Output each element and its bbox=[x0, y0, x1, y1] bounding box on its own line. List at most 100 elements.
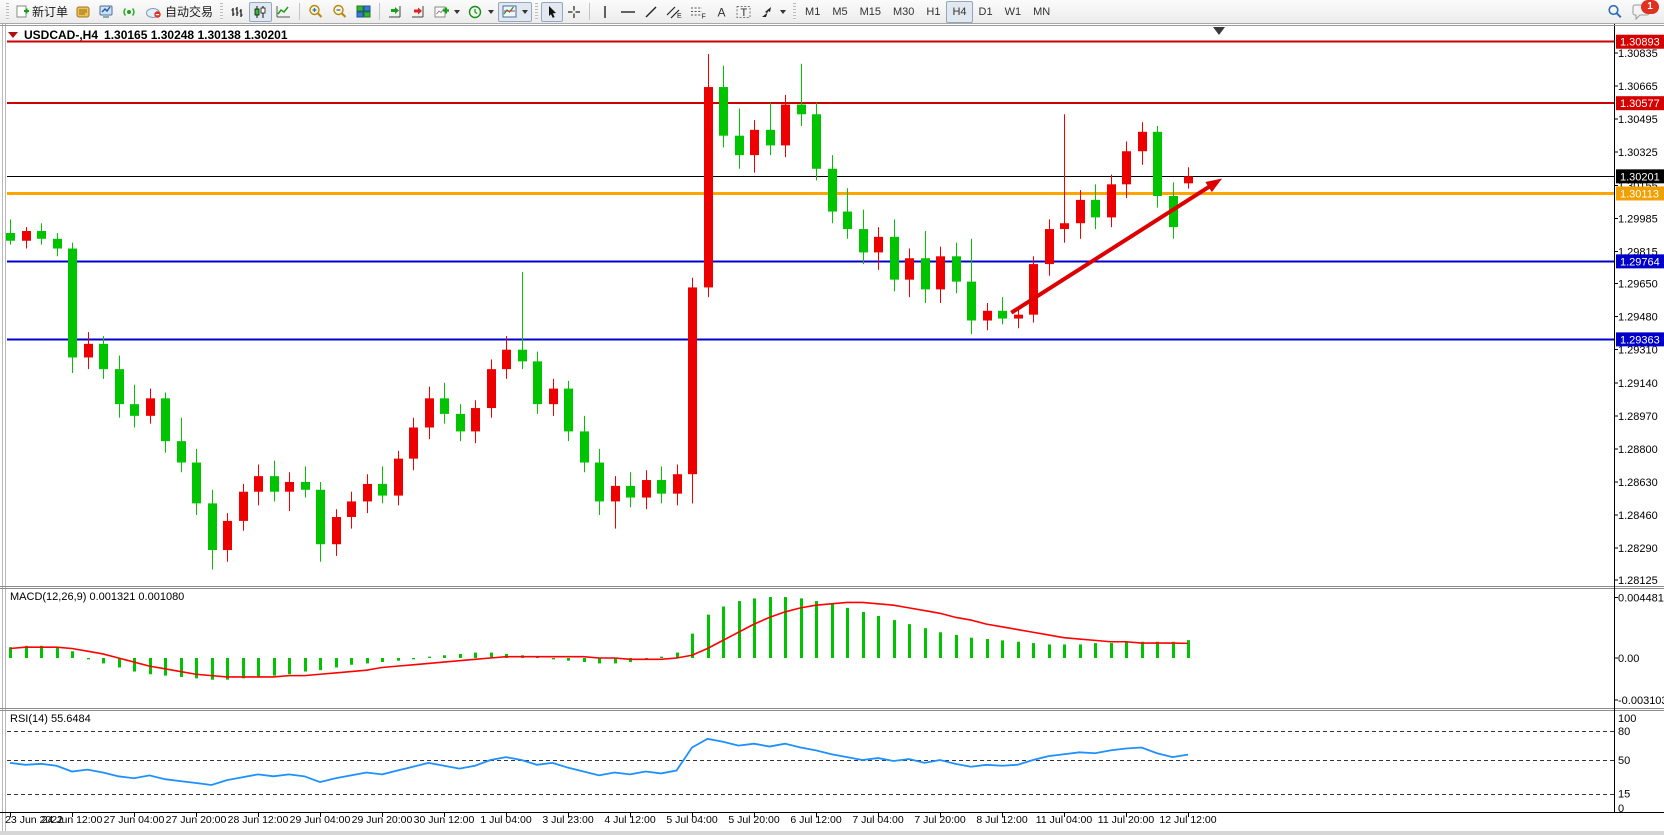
autoscroll-button[interactable] bbox=[384, 2, 407, 22]
timeframe-button-w1[interactable]: W1 bbox=[1004, 5, 1022, 18]
trend-arrow-head[interactable] bbox=[1205, 178, 1223, 193]
chart-shift-button[interactable] bbox=[407, 2, 430, 22]
arrows-tool-button[interactable] bbox=[756, 2, 790, 22]
date-label: 11 Jul 04:00 bbox=[1036, 814, 1093, 826]
toolbar-separator bbox=[299, 3, 301, 20]
candle-body bbox=[688, 287, 697, 475]
fibonacci-tool-button[interactable]: F bbox=[686, 2, 710, 22]
tile-windows-icon bbox=[356, 5, 371, 17]
vertical-line-tool-button[interactable] bbox=[594, 2, 616, 22]
candle-body bbox=[425, 398, 434, 428]
candle-body bbox=[332, 517, 341, 545]
candle-body bbox=[363, 483, 372, 502]
candle-body bbox=[84, 343, 93, 358]
candle-body bbox=[1153, 131, 1162, 196]
candle-body bbox=[1045, 229, 1054, 265]
signals-button[interactable] bbox=[118, 2, 141, 22]
date-label: 5 Jul 04:00 bbox=[666, 814, 718, 826]
svg-text:A: A bbox=[717, 5, 725, 19]
candle-body bbox=[564, 388, 573, 432]
new-order-button[interactable]: 新订单 bbox=[12, 2, 72, 22]
market-watch-button[interactable] bbox=[72, 2, 95, 22]
candle-body bbox=[223, 520, 232, 551]
bar-chart-mode-button[interactable] bbox=[226, 2, 249, 22]
rsi-pane-label: RSI(14) 55.6484 bbox=[10, 713, 91, 725]
candle-body bbox=[1184, 176, 1193, 184]
price-box-label: 1.30201 bbox=[1620, 171, 1660, 183]
timeframe-button-m1[interactable]: M1 bbox=[805, 5, 821, 18]
indicators-button[interactable] bbox=[430, 2, 464, 22]
macd-tick-label: 0.00 bbox=[1618, 653, 1639, 665]
timeframe-button-m30[interactable]: M30 bbox=[893, 5, 915, 18]
cursor-tool-button[interactable] bbox=[541, 1, 564, 22]
price-tick-label: 1.29310 bbox=[1618, 345, 1658, 357]
text-label-tool-button[interactable]: T bbox=[732, 2, 756, 22]
price-box bbox=[1616, 96, 1664, 111]
tile-windows-button[interactable] bbox=[352, 2, 375, 22]
trend-arrow-line[interactable] bbox=[1010, 183, 1214, 315]
candle-body bbox=[843, 211, 852, 230]
candle-body bbox=[1122, 151, 1131, 185]
candle-body bbox=[394, 458, 403, 496]
date-label: 30 Jun 12:00 bbox=[414, 814, 475, 826]
line-chart-mode-button[interactable] bbox=[272, 2, 295, 22]
text-icon: A bbox=[717, 5, 725, 19]
crosshair-tool-button[interactable] bbox=[563, 2, 585, 22]
candle-body bbox=[735, 135, 744, 156]
arrows-dropdown-caret bbox=[780, 9, 787, 14]
zoom-in-button[interactable] bbox=[304, 2, 328, 22]
candle-body bbox=[285, 481, 294, 492]
equidistant-channel-tool-button[interactable]: E bbox=[662, 2, 686, 22]
candle-body bbox=[177, 441, 186, 463]
text-tool-button[interactable]: A bbox=[710, 2, 732, 22]
candlestick-mode-button[interactable] bbox=[249, 1, 273, 22]
price-tick-label: 1.29815 bbox=[1618, 246, 1658, 258]
fibonacci-icon: F bbox=[691, 7, 706, 19]
svg-text:T: T bbox=[741, 7, 748, 19]
text-label-icon: T bbox=[736, 5, 751, 19]
candle-body bbox=[1138, 131, 1147, 152]
date-label: 12 Jul 12:00 bbox=[1159, 814, 1216, 826]
timeframe-button-d1[interactable]: D1 bbox=[978, 5, 993, 18]
horizontal-line-tool-button[interactable] bbox=[616, 2, 640, 22]
search-button[interactable] bbox=[1603, 2, 1627, 22]
timeframe-button-mn[interactable]: MN bbox=[1033, 5, 1051, 18]
zoom-out-button[interactable] bbox=[328, 2, 352, 22]
terminal-icon bbox=[99, 5, 113, 18]
timeframe-button-h1[interactable]: H1 bbox=[926, 5, 941, 18]
timeframe-button-m5[interactable]: M5 bbox=[832, 5, 848, 18]
timeframe-button-m15[interactable]: M15 bbox=[859, 5, 881, 18]
window-bottom-frame bbox=[0, 831, 1664, 835]
price-tick-label: 1.30495 bbox=[1618, 114, 1658, 126]
chart-shift-marker[interactable] bbox=[1213, 27, 1225, 35]
price-tick-label: 1.28290 bbox=[1618, 543, 1658, 555]
terminal-button[interactable] bbox=[95, 2, 118, 22]
candle-body bbox=[1029, 264, 1038, 315]
templates-button[interactable] bbox=[498, 1, 533, 22]
candle-body bbox=[53, 238, 62, 249]
candle-body bbox=[254, 476, 263, 492]
svg-text:F: F bbox=[702, 13, 706, 19]
price-box bbox=[1616, 332, 1664, 347]
date-label: 27 Jun 04:00 bbox=[104, 814, 165, 826]
candle-body bbox=[347, 501, 356, 518]
macd-pane-label: MACD(12,26,9) 0.001321 0.001080 bbox=[10, 591, 184, 603]
price-box bbox=[1616, 34, 1664, 49]
price-tick-label: 1.29985 bbox=[1618, 213, 1658, 225]
price-tick-label: 1.30665 bbox=[1618, 81, 1658, 93]
autotrading-icon bbox=[146, 7, 161, 18]
date-label: 1 Jul 04:00 bbox=[480, 814, 532, 826]
rsi-tick-label: 80 bbox=[1618, 726, 1630, 738]
trendline-tool-button[interactable] bbox=[640, 2, 662, 22]
main-toolbar: 新订单 自动 bbox=[0, 0, 1664, 24]
templates-dropdown-caret bbox=[522, 9, 529, 14]
price-tick-label: 1.28630 bbox=[1618, 477, 1658, 489]
candle-body bbox=[797, 104, 806, 115]
notifications-button[interactable]: 1 bbox=[1631, 0, 1659, 23]
timeframe-button-h4[interactable]: H4 bbox=[946, 0, 973, 23]
periods-button[interactable] bbox=[464, 2, 498, 22]
autotrading-button[interactable]: 自动交易 bbox=[141, 2, 217, 22]
chart-title-overlay: USDCAD-,H4 1.30165 1.30248 1.30138 1.302… bbox=[8, 28, 288, 42]
symbol-dropdown-icon[interactable] bbox=[8, 32, 18, 38]
